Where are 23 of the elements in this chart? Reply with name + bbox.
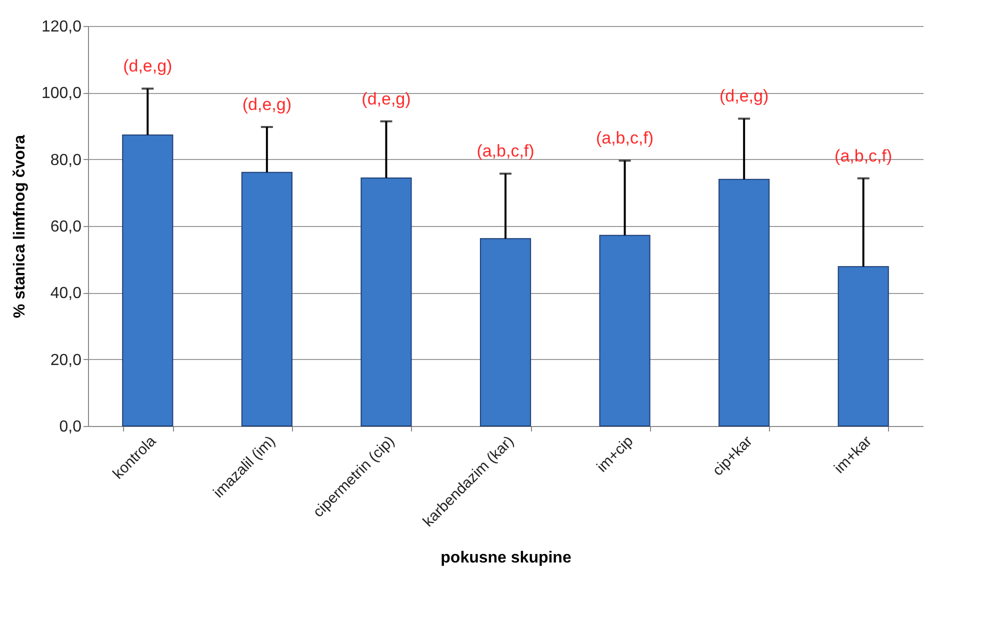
bar — [241, 172, 292, 426]
y-tick-label: 80,0 — [50, 152, 82, 169]
y-tick-label: 100,0 — [41, 85, 82, 102]
bar — [480, 238, 532, 426]
bar — [122, 134, 174, 426]
annotation: (d,e,g) — [720, 86, 769, 106]
y-tick-label: 120,0 — [41, 18, 82, 36]
bar — [360, 178, 412, 426]
y-tick-label: 40,0 — [50, 285, 82, 302]
annotation: (d,e,g) — [242, 95, 292, 114]
annotation: (a,b,c,f) — [596, 128, 654, 148]
bar — [718, 178, 770, 426]
bar — [599, 234, 650, 426]
annotation: (d,e,g) — [362, 89, 411, 108]
bar — [838, 266, 889, 426]
y-tick-label: 60,0 — [50, 218, 82, 236]
y-tick-label: 0,0 — [59, 418, 82, 436]
x-axis-title: pokusne skupine — [440, 550, 572, 567]
annotation: (d,e,g) — [123, 56, 172, 76]
y-axis-title: % stanica limfnog čvora — [11, 134, 28, 318]
annotation: (a,b,c,f) — [476, 142, 534, 161]
annotation: (a,b,c,f) — [834, 146, 892, 166]
y-tick-label: 20,0 — [50, 352, 82, 369]
